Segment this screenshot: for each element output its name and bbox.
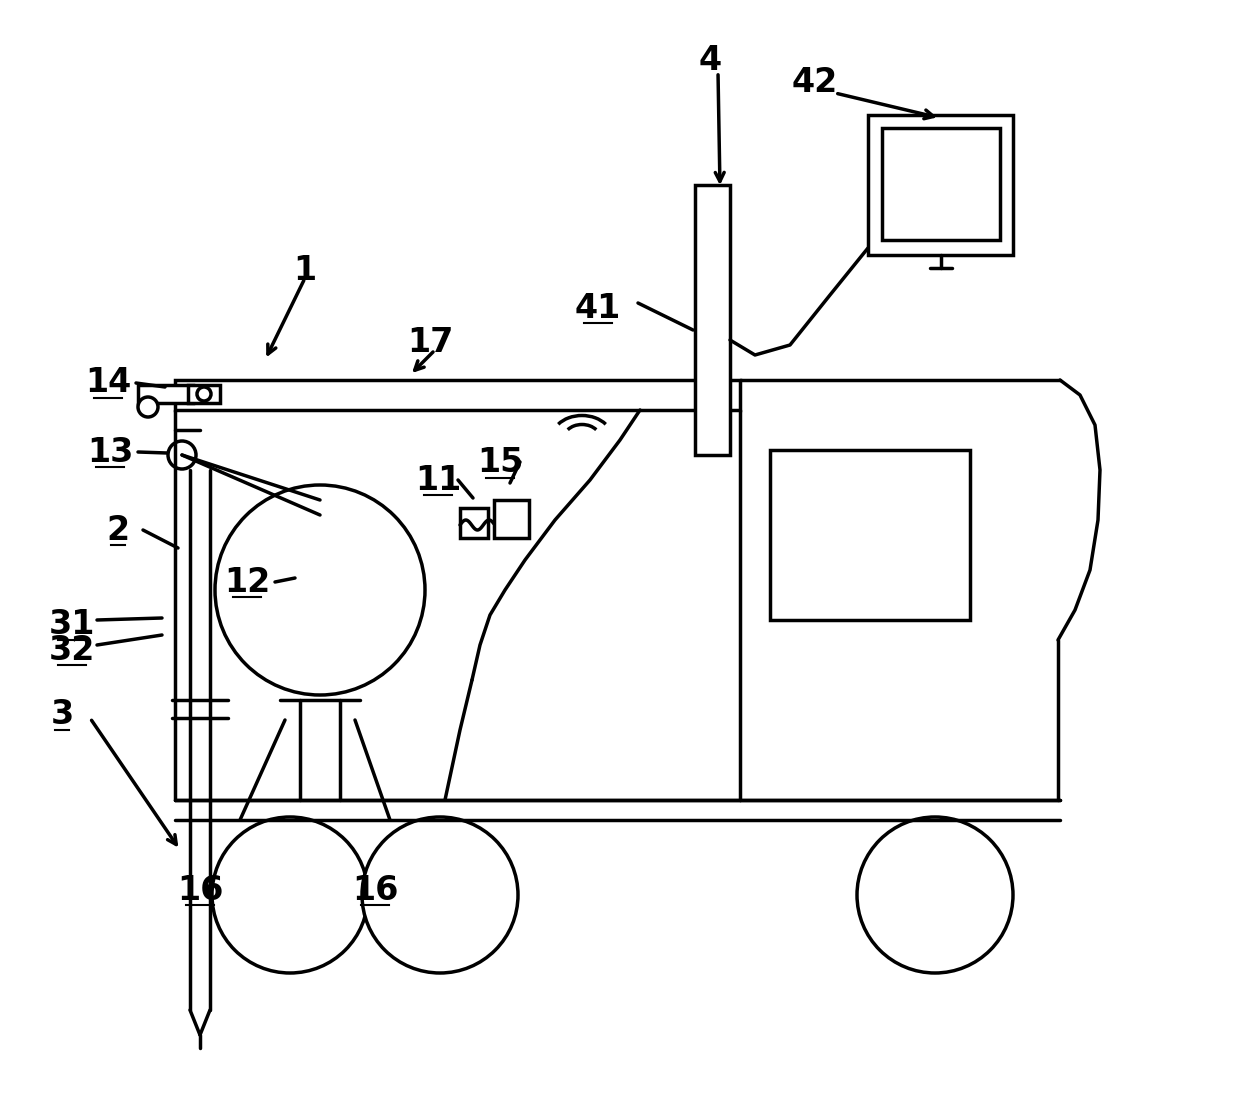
Text: 31: 31 bbox=[48, 608, 95, 642]
Bar bbox=[868, 115, 1013, 255]
Text: 3: 3 bbox=[51, 698, 73, 731]
Circle shape bbox=[167, 441, 196, 469]
Circle shape bbox=[362, 817, 518, 973]
Bar bbox=[138, 384, 193, 403]
Bar bbox=[770, 450, 970, 620]
Circle shape bbox=[197, 387, 211, 401]
Bar bbox=[188, 384, 219, 403]
Bar bbox=[494, 500, 529, 538]
Text: 16: 16 bbox=[352, 873, 398, 906]
Text: 1: 1 bbox=[294, 254, 316, 287]
Text: 14: 14 bbox=[84, 367, 131, 400]
Text: 16: 16 bbox=[177, 873, 223, 906]
Text: 32: 32 bbox=[48, 634, 95, 667]
Circle shape bbox=[138, 397, 157, 417]
Text: 42: 42 bbox=[792, 65, 838, 99]
Text: 41: 41 bbox=[575, 291, 621, 325]
Text: 12: 12 bbox=[224, 565, 270, 598]
Bar bbox=[175, 380, 740, 410]
Bar bbox=[694, 185, 730, 455]
Circle shape bbox=[857, 817, 1013, 973]
Text: 2: 2 bbox=[107, 513, 129, 546]
Text: 4: 4 bbox=[698, 43, 722, 76]
Text: 13: 13 bbox=[87, 435, 133, 469]
Circle shape bbox=[212, 817, 368, 973]
Text: 17: 17 bbox=[407, 326, 453, 359]
Text: 15: 15 bbox=[477, 447, 523, 480]
Circle shape bbox=[215, 485, 425, 695]
Text: 11: 11 bbox=[415, 463, 461, 496]
Bar bbox=[882, 129, 999, 240]
Bar bbox=[460, 507, 489, 538]
